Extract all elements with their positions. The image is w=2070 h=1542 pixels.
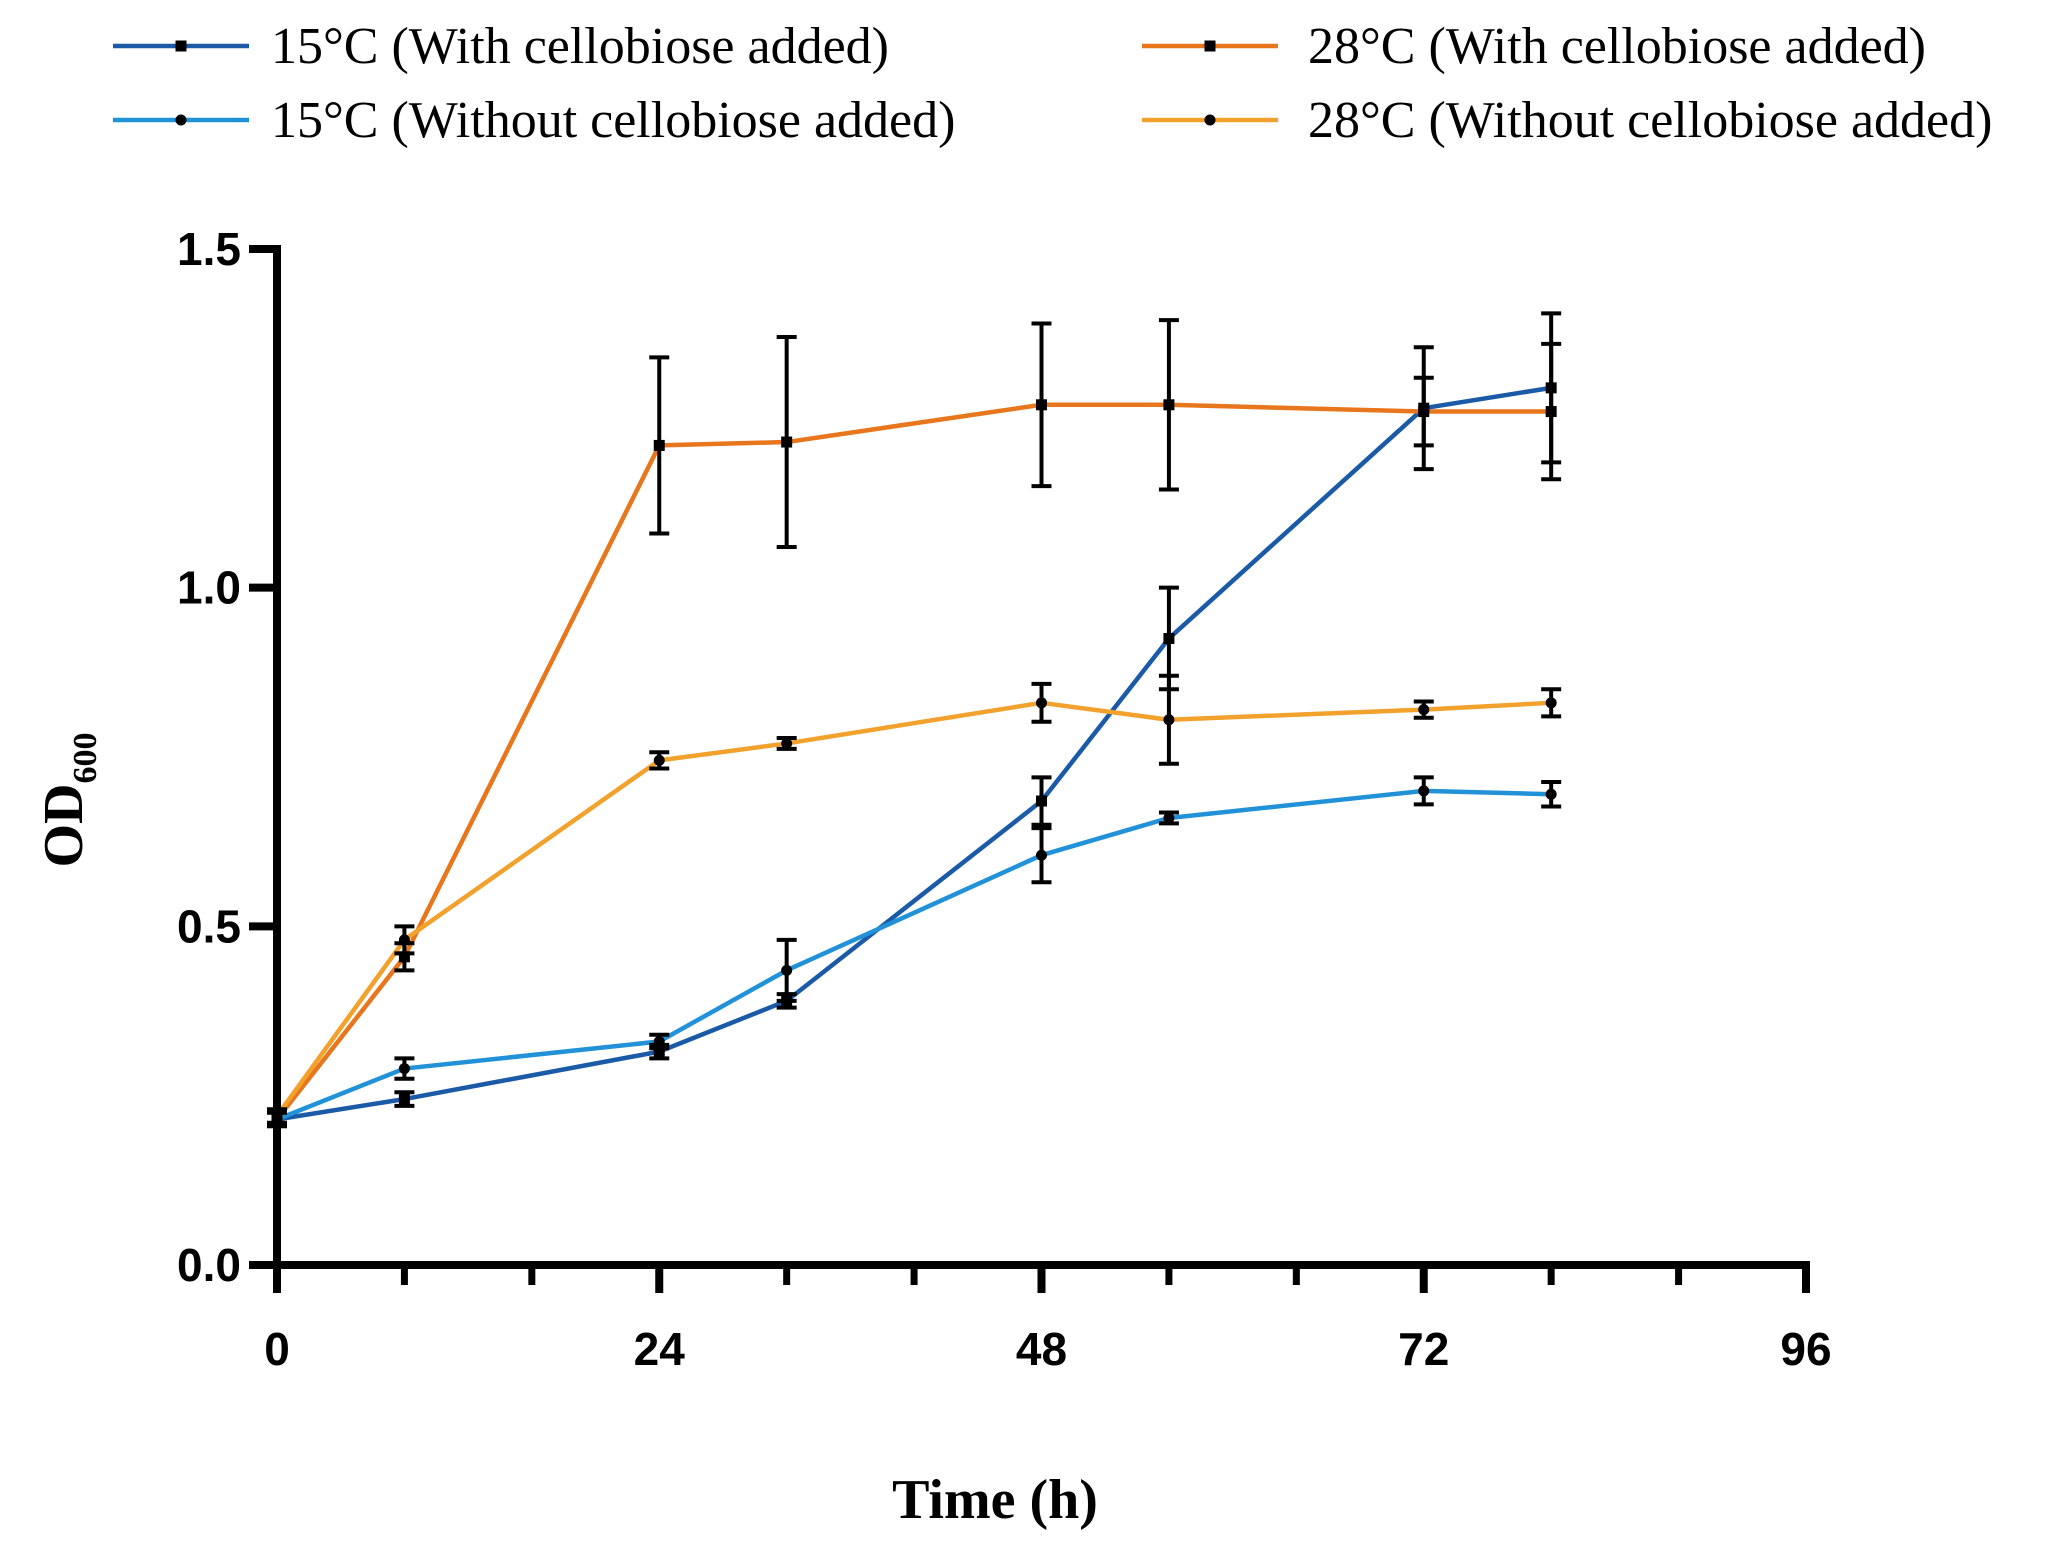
series-line-3 bbox=[275, 402, 1552, 1121]
data-point-series-3 bbox=[1545, 406, 1557, 418]
y-tick-label: 1.0 bbox=[177, 562, 241, 614]
data-point-series-2 bbox=[398, 1063, 410, 1075]
legend-entry-2: 15°C (Without cellobiose added) bbox=[113, 92, 955, 149]
data-point-series-4 bbox=[781, 737, 793, 749]
y-tick-label: 1.5 bbox=[177, 223, 241, 275]
data-point-series-2 bbox=[1163, 812, 1175, 824]
data-point-series-4 bbox=[398, 934, 410, 946]
legend-marker bbox=[1204, 40, 1216, 52]
legend-marker bbox=[1204, 114, 1216, 126]
y-tick-label: 0.5 bbox=[177, 900, 241, 952]
data-point-series-2 bbox=[1418, 785, 1430, 797]
data-point-series-4 bbox=[1163, 714, 1175, 726]
legend-marker bbox=[175, 114, 187, 126]
data-point-series-3 bbox=[653, 439, 665, 451]
legend: 15°C (With cellobiose added) 15°C (Withou… bbox=[113, 18, 1992, 149]
axes: 0.0 0.5 1.0 1.5 0 24 48 72 96 bbox=[177, 223, 1832, 1375]
data-point-series-4 bbox=[1036, 697, 1047, 709]
legend-entry-3: 28°C (With cellobiose added) bbox=[1142, 18, 1926, 75]
data-point-series-3 bbox=[1163, 399, 1175, 411]
x-tick-label: 96 bbox=[1780, 1323, 1831, 1375]
legend-label: 28°C (Without cellobiose added) bbox=[1308, 92, 1992, 149]
data-point-series-1 bbox=[1163, 632, 1175, 644]
legend-label: 15°C (With cellobiose added) bbox=[271, 18, 889, 75]
x-tick-label: 48 bbox=[1016, 1323, 1067, 1375]
x-tick-label: 0 bbox=[264, 1323, 290, 1375]
legend-label: 28°C (With cellobiose added) bbox=[1308, 18, 1926, 75]
y-axis-title-subscript: 600 bbox=[67, 733, 104, 784]
data-point-series-4 bbox=[1418, 704, 1430, 716]
y-tick-label: 0.0 bbox=[177, 1239, 241, 1291]
data-point-series-1 bbox=[398, 1093, 410, 1105]
data-point-series-2 bbox=[653, 1035, 665, 1047]
data-point-series-2 bbox=[1036, 849, 1047, 861]
legend-label: 15°C (Without cellobiose added) bbox=[271, 92, 955, 149]
x-tick-label: 24 bbox=[634, 1323, 686, 1375]
series-line-1 bbox=[276, 385, 1552, 1122]
data-point-series-3 bbox=[1036, 399, 1047, 411]
legend-entry-1: 15°C (With cellobiose added) bbox=[113, 18, 889, 75]
series-line-4 bbox=[275, 700, 1552, 1118]
data-point-series-4 bbox=[653, 754, 665, 766]
data-point-series-3 bbox=[781, 436, 793, 448]
y-axis-title: OD600 bbox=[33, 733, 104, 868]
data-point-series-1 bbox=[781, 995, 793, 1007]
x-axis-title: Time (h) bbox=[892, 1469, 1098, 1531]
data-point-series-2 bbox=[781, 964, 793, 976]
data-point-series-1 bbox=[653, 1046, 665, 1058]
data-point-series-3 bbox=[398, 951, 410, 963]
series-line-2 bbox=[276, 788, 1552, 1122]
y-axis-title-main: OD bbox=[33, 784, 95, 868]
plot-area bbox=[267, 311, 1562, 1129]
data-point-series-4 bbox=[1545, 697, 1557, 709]
x-tick-label: 72 bbox=[1398, 1323, 1449, 1375]
legend-entry-4: 28°C (Without cellobiose added) bbox=[1142, 92, 1992, 149]
data-point-series-1 bbox=[1036, 795, 1047, 807]
data-point-series-3 bbox=[1418, 406, 1430, 418]
data-point-series-2 bbox=[1545, 788, 1557, 800]
data-point-series-1 bbox=[1545, 382, 1557, 394]
legend-marker bbox=[175, 40, 187, 52]
